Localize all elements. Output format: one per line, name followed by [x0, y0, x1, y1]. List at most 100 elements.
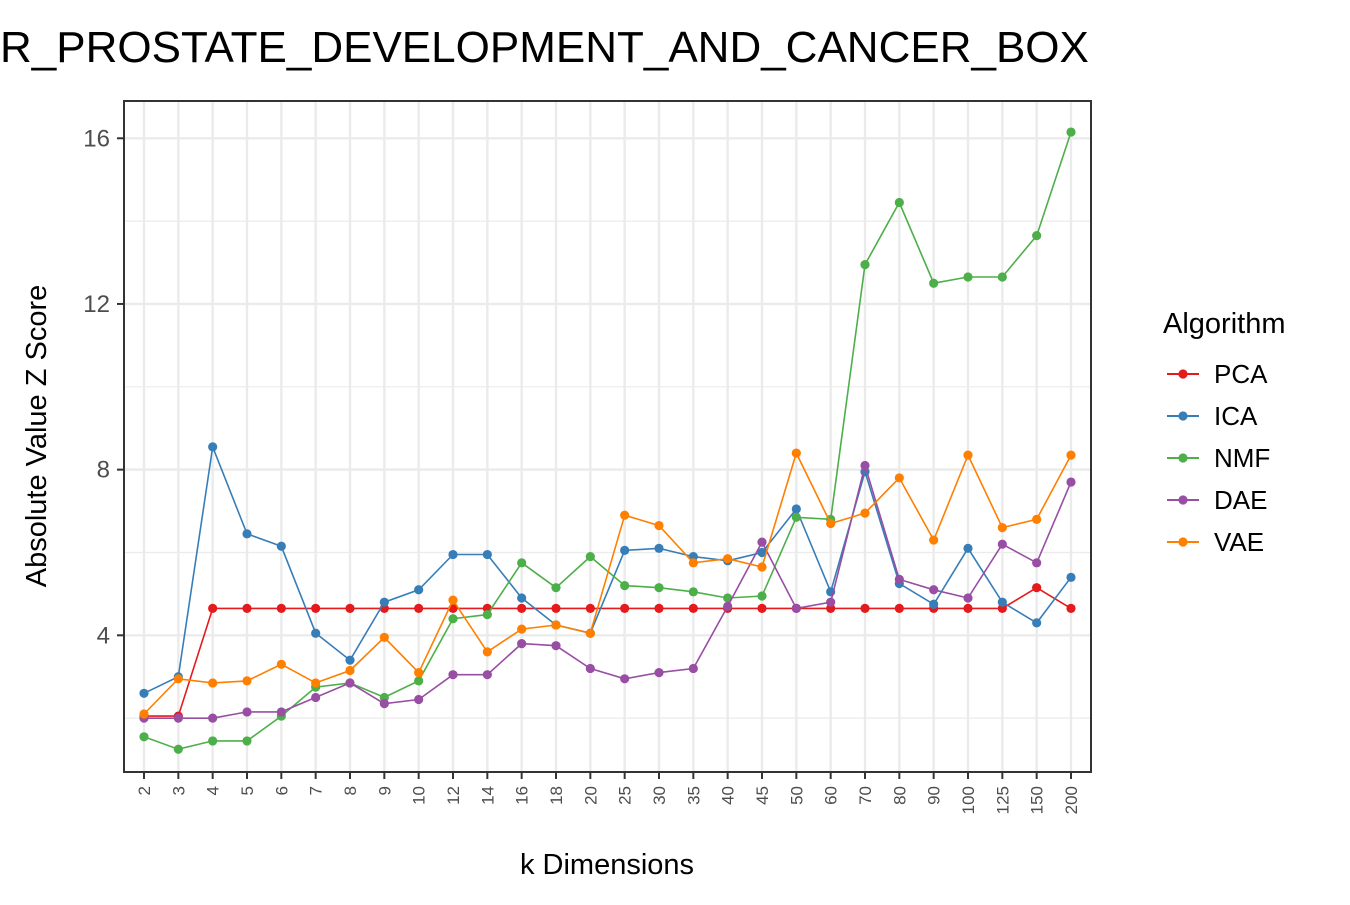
data-point-dae — [1066, 477, 1076, 487]
data-point-pca — [345, 603, 355, 613]
data-point-nmf — [414, 676, 424, 686]
legend-label: ICA — [1214, 401, 1258, 431]
data-point-dae — [448, 670, 458, 680]
data-point-ica — [482, 549, 492, 560]
data-point-pca — [894, 603, 904, 613]
data-point-pca — [414, 603, 424, 613]
y-tick-label: 12 — [83, 291, 110, 318]
data-point-dae — [620, 674, 630, 684]
data-point-dae — [276, 707, 286, 717]
x-axis-label: k Dimensions — [520, 849, 694, 881]
x-tick-label: 125 — [993, 786, 1012, 814]
data-point-pca — [620, 603, 630, 613]
legend-items: PCA ICA NMF DAE VAE — [1167, 359, 1270, 557]
data-point-dae — [208, 713, 218, 723]
data-point-vae — [997, 523, 1007, 533]
data-point-nmf — [551, 583, 561, 593]
data-point-vae — [311, 678, 321, 688]
data-point-nmf — [482, 610, 492, 620]
data-point-pca — [242, 603, 252, 613]
data-point-vae — [448, 595, 458, 605]
series-line-vae — [143, 450, 1072, 715]
data-point-vae — [379, 632, 389, 642]
data-point-ica — [379, 597, 389, 607]
data-point-ica — [345, 655, 355, 665]
series-line-pca — [144, 586, 1072, 717]
data-point-dae — [723, 601, 733, 611]
x-tick-label: 8 — [341, 786, 360, 795]
data-point-vae — [551, 620, 561, 630]
data-point-dae — [414, 694, 424, 705]
data-point-dae — [997, 539, 1007, 549]
data-point-vae — [585, 628, 595, 638]
data-point-pca — [963, 603, 973, 613]
data-point-dae — [791, 603, 801, 613]
x-tick-label: 12 — [444, 786, 463, 805]
data-point-pca — [757, 603, 767, 613]
series-dae — [139, 460, 1076, 723]
data-point-dae — [826, 597, 836, 607]
data-point-vae — [276, 659, 286, 669]
x-tick-label: 14 — [478, 786, 497, 805]
data-point-nmf — [894, 197, 904, 208]
data-point-vae — [654, 520, 664, 531]
x-tick-label: 5 — [238, 786, 257, 795]
legend-item-dae: DAE — [1167, 485, 1267, 515]
x-tick-label: 45 — [753, 786, 772, 805]
data-point-dae — [894, 574, 904, 584]
data-point-nmf — [929, 278, 939, 288]
data-point-ica — [414, 585, 424, 595]
data-point-dae — [929, 585, 939, 595]
data-point-vae — [139, 709, 149, 719]
data-point-vae — [173, 674, 183, 684]
data-point-vae — [517, 624, 527, 634]
legend: Algorithm PCA ICA NMF DAE VAE — [1163, 308, 1286, 557]
x-tick-label: 18 — [547, 786, 566, 805]
x-tick-label: 100 — [959, 786, 978, 814]
data-point-ica — [517, 593, 527, 603]
data-point-vae — [894, 473, 904, 483]
x-tick-label: 2 — [135, 786, 154, 795]
data-point-vae — [208, 678, 218, 688]
x-tick-label: 9 — [375, 786, 394, 795]
data-point-ica — [791, 504, 801, 514]
data-point-ica — [276, 541, 286, 551]
legend-marker — [1178, 495, 1188, 505]
legend-label: NMF — [1214, 443, 1270, 473]
data-point-ica — [139, 688, 149, 698]
data-point-dae — [963, 593, 973, 603]
legend-title: Algorithm — [1163, 308, 1286, 340]
series-lines — [139, 127, 1076, 754]
data-point-vae — [242, 676, 252, 686]
data-point-ica — [208, 442, 218, 452]
data-point-pca — [1066, 603, 1076, 613]
data-point-nmf — [791, 512, 801, 522]
x-tick-label: 6 — [272, 786, 291, 795]
x-tick-label: 70 — [856, 786, 875, 805]
data-point-ica — [1032, 618, 1042, 628]
x-axis: 2 3 4 5 6 7 8 9 10 12 14 16 18 20 25 30 35 40 45 50 60 70 80 90… — [135, 772, 1081, 814]
data-point-dae — [379, 699, 389, 709]
data-point-pca — [517, 603, 527, 613]
y-tick-label: 16 — [83, 125, 110, 152]
x-tick-label: 60 — [822, 786, 841, 805]
grid — [124, 101, 1091, 772]
data-point-dae — [860, 460, 870, 471]
data-point-dae — [1032, 558, 1042, 568]
data-point-ica — [997, 597, 1007, 607]
x-tick-label: 10 — [410, 786, 429, 805]
data-point-ica — [929, 599, 939, 609]
x-tick-label: 50 — [787, 786, 806, 805]
data-point-vae — [345, 665, 355, 676]
data-point-dae — [173, 713, 183, 723]
plot-border — [123, 100, 1092, 773]
data-point-vae — [963, 450, 973, 460]
data-point-nmf — [997, 272, 1007, 282]
data-point-ica — [654, 543, 664, 553]
data-point-nmf — [448, 614, 458, 624]
data-point-ica — [242, 529, 252, 539]
x-tick-label: 90 — [925, 786, 944, 805]
data-point-pca — [208, 603, 218, 613]
x-tick-label: 3 — [169, 786, 188, 795]
